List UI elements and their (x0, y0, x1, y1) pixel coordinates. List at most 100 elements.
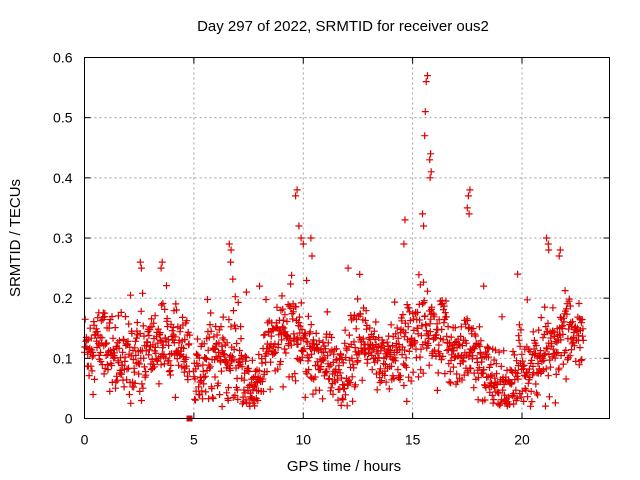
data-point (428, 303, 436, 311)
data-point (556, 246, 564, 254)
data-point (341, 339, 349, 347)
data-point (308, 350, 316, 358)
data-point (281, 311, 289, 319)
data-point (216, 391, 224, 399)
data-point (476, 323, 483, 331)
data-point (557, 336, 565, 344)
data-point (166, 371, 174, 379)
data-point (118, 361, 126, 369)
data-point (101, 309, 109, 317)
data-point (336, 369, 344, 377)
data-point (340, 384, 348, 392)
data-point (287, 341, 295, 349)
data-point (116, 366, 124, 374)
data-point (414, 308, 421, 316)
data-point (438, 326, 446, 333)
data-point (211, 356, 219, 364)
data-point (572, 357, 580, 365)
data-point (542, 365, 550, 373)
data-point (279, 305, 287, 313)
data-point (399, 311, 407, 319)
data-point (500, 347, 508, 355)
data-point (122, 313, 129, 321)
data-point (364, 356, 372, 363)
data-point (129, 356, 137, 363)
data-point (200, 380, 208, 388)
data-point (199, 395, 206, 403)
data-point (89, 391, 97, 398)
data-point (124, 337, 132, 345)
data-point (140, 354, 148, 362)
data-point (545, 393, 553, 401)
tick-labels: 0 0.1 0.2 0.3 0.4 0.5 0.6 0 5 10 15 20 (53, 50, 530, 448)
data-point (508, 379, 516, 387)
data-point (437, 301, 445, 308)
data-point (537, 347, 544, 355)
data-point (547, 363, 554, 371)
data-point (493, 370, 501, 378)
data-point (204, 296, 211, 303)
data-point (375, 354, 383, 362)
data-point (524, 379, 532, 387)
data-point (577, 356, 585, 364)
data-point (282, 349, 290, 357)
data-point (394, 334, 402, 342)
data-point (445, 346, 452, 354)
data-point (159, 300, 167, 307)
data-point (353, 358, 361, 366)
data-point (528, 398, 536, 406)
data-point (84, 336, 92, 344)
data-point (462, 339, 470, 347)
data-point (519, 365, 527, 373)
data-point (463, 317, 471, 325)
data-point (542, 402, 549, 410)
data-point (480, 366, 488, 374)
data-point (517, 326, 525, 334)
data-point (343, 402, 351, 410)
data-point (539, 334, 547, 342)
data-point (529, 328, 537, 336)
data-point (218, 403, 226, 410)
data-point (393, 324, 401, 332)
data-point (427, 150, 435, 158)
data-point (180, 344, 188, 352)
data-point (274, 340, 282, 348)
data-point (455, 340, 463, 348)
data-point (223, 389, 231, 397)
data-point (323, 368, 331, 376)
data-point (443, 332, 451, 340)
data-point (106, 387, 114, 395)
data-point (303, 370, 311, 378)
data-point (227, 246, 235, 254)
data-point (198, 387, 206, 395)
data-point (384, 342, 392, 350)
data-point (311, 373, 319, 381)
x-tick-label: 10 (295, 432, 311, 448)
data-point (227, 352, 235, 360)
data-point (150, 319, 158, 327)
data-point (97, 317, 105, 325)
data-point (204, 346, 212, 354)
data-point (333, 345, 340, 353)
data-point (421, 132, 429, 140)
data-point (278, 336, 286, 344)
data-point (401, 346, 409, 354)
y-tick-label: 0.6 (53, 50, 73, 66)
data-point (469, 325, 477, 332)
data-point (157, 264, 165, 272)
data-point (215, 326, 223, 334)
data-point (325, 363, 333, 371)
data-point (419, 210, 426, 218)
data-point (108, 362, 116, 369)
data-point (157, 361, 165, 369)
data-point (425, 335, 433, 342)
data-point (466, 186, 474, 194)
data-point (434, 369, 442, 377)
y-tick-label: 0.1 (53, 350, 73, 366)
data-point (578, 316, 586, 323)
data-point (579, 336, 587, 344)
data-point (385, 346, 393, 354)
data-point (396, 372, 404, 380)
y-tick-label: 0.2 (53, 290, 73, 306)
data-point (213, 331, 221, 339)
